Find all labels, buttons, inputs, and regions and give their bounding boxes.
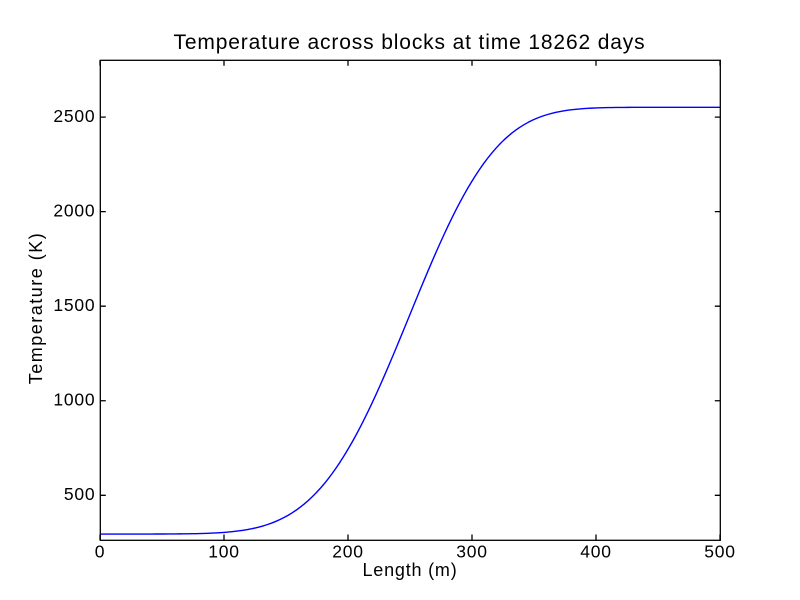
svg-text:Temperature across blocks at t: Temperature across blocks at time 18262 … — [173, 31, 645, 54]
svg-text:1500: 1500 — [53, 295, 95, 315]
svg-text:Temperature (K): Temperature (K) — [26, 232, 46, 385]
svg-text:200: 200 — [332, 542, 363, 562]
svg-text:500: 500 — [704, 542, 735, 562]
svg-text:2000: 2000 — [53, 201, 95, 221]
svg-text:400: 400 — [580, 542, 611, 562]
svg-text:0: 0 — [95, 542, 105, 562]
svg-text:500: 500 — [64, 484, 95, 504]
svg-text:300: 300 — [456, 542, 487, 562]
svg-text:Length (m): Length (m) — [362, 560, 457, 580]
svg-text:100: 100 — [208, 542, 239, 562]
svg-text:1000: 1000 — [53, 390, 95, 410]
svg-text:2500: 2500 — [53, 106, 95, 126]
